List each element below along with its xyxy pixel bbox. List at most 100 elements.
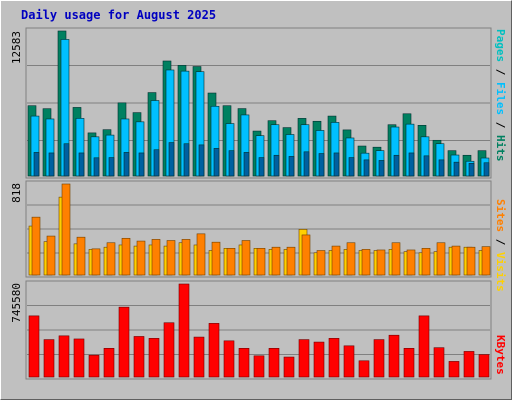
bar-sites-day-6 [106,242,116,276]
bar-kbytes-day-28 [433,347,445,378]
legend-separator: / [494,62,507,82]
legend-sites-visits: Sites / Visits [494,199,507,292]
bar-kbytes-day-29 [448,361,460,378]
kbytes-ymax-label: 745580 [10,283,23,323]
bar-sites-day-30 [466,246,476,276]
bar-kbytes-day-26 [403,348,415,378]
bar-sites-day-3 [61,183,71,276]
bar-pages-day-29 [453,161,460,177]
bar-kbytes-day-4 [73,338,85,378]
bar-sites-day-9 [151,239,161,276]
bar-sites-day-29 [451,245,461,276]
bar-sites-day-31 [481,246,491,276]
bar-kbytes-day-16 [253,355,265,378]
legend-pages: Pages [494,29,507,62]
chart-title: Daily usage for August 2025 [21,8,216,22]
bar-sites-day-27 [421,248,431,276]
bar-pages-day-17 [273,154,280,177]
legend-visits: Visits [494,252,507,292]
bar-pages-day-22 [348,157,355,177]
bar-pages-day-26 [408,152,415,177]
bar-pages-day-13 [213,148,220,177]
bar-pages-day-9 [153,149,160,177]
bar-kbytes-day-31 [478,354,490,378]
bar-pages-day-25 [393,154,400,177]
bar-pages-day-7 [123,152,130,177]
bar-sites-day-5 [91,248,101,276]
bar-pages-day-24 [378,160,385,177]
bar-pages-day-20 [318,153,325,177]
bar-kbytes-day-18 [283,356,295,378]
legend-kbytes: KBytes [494,335,507,375]
bar-pages-day-28 [438,159,445,177]
bar-sites-day-22 [346,242,356,276]
bar-pages-day-1 [33,152,40,177]
bar-sites-day-19 [301,234,311,276]
bars-layer [27,30,491,378]
bar-kbytes-day-7 [118,306,130,378]
bar-pages-day-30 [468,163,475,177]
bar-pages-day-3 [63,143,70,177]
bar-kbytes-day-14 [223,340,235,378]
bar-kbytes-day-27 [418,315,430,378]
bar-pages-day-23 [363,159,370,177]
legend-sites: Sites [494,199,507,232]
bar-pages-day-19 [303,151,310,177]
bar-kbytes-day-2 [43,339,55,378]
bar-pages-day-10 [168,142,175,177]
bar-kbytes-day-8 [133,336,145,378]
bar-pages-day-31 [483,162,490,177]
bar-sites-day-4 [76,236,86,276]
bar-pages-day-21 [333,152,340,177]
bar-kbytes-day-25 [388,334,400,378]
legend-kbytes: KBytes [494,335,507,375]
bar-sites-day-17 [271,246,281,276]
bar-sites-day-21 [331,245,341,276]
bar-pages-day-5 [93,157,100,177]
bar-kbytes-day-5 [88,354,100,378]
bar-pages-day-16 [258,157,265,177]
bar-kbytes-day-11 [178,283,190,378]
bar-kbytes-day-13 [208,323,220,378]
bar-sites-day-26 [406,249,416,276]
bar-sites-day-1 [31,216,41,276]
legend: Pages / Files / Hits Sites / Visits KBytes [494,29,507,375]
bar-sites-day-28 [436,242,446,276]
bar-sites-day-7 [121,237,131,276]
bar-pages-day-12 [198,144,205,177]
bar-sites-day-10 [166,240,176,276]
bar-sites-day-16 [256,248,266,276]
bar-pages-day-4 [78,152,85,177]
bar-kbytes-day-1 [28,315,40,378]
hits-ymax-label: 12583 [10,31,23,64]
bar-pages-day-11 [183,143,190,177]
bar-kbytes-day-24 [373,339,385,378]
bar-kbytes-day-23 [358,360,370,378]
legend-hits: Hits [494,135,507,162]
bar-kbytes-day-20 [313,341,325,378]
bar-kbytes-day-9 [148,338,160,378]
bar-sites-day-23 [361,249,371,276]
bar-sites-day-25 [391,242,401,276]
bar-sites-day-18 [286,246,296,276]
bar-kbytes-day-12 [193,336,205,378]
bar-pages-day-14 [228,150,235,177]
sites-ymax-label: 818 [10,183,23,203]
bar-pages-day-27 [423,155,430,177]
bar-kbytes-day-10 [163,322,175,378]
bar-pages-day-8 [138,152,145,177]
bar-sites-day-12 [196,233,206,276]
bar-kbytes-day-30 [463,351,475,378]
legend-separator: / [494,115,507,135]
bar-kbytes-day-3 [58,335,70,378]
bar-pages-day-15 [243,152,250,177]
bar-kbytes-day-6 [103,348,115,378]
bar-sites-day-13 [211,241,221,276]
bar-sites-day-11 [181,239,191,276]
bar-kbytes-day-19 [298,339,310,378]
bar-sites-day-14 [226,248,236,276]
bar-kbytes-day-22 [343,345,355,378]
bar-kbytes-day-21 [328,338,340,378]
